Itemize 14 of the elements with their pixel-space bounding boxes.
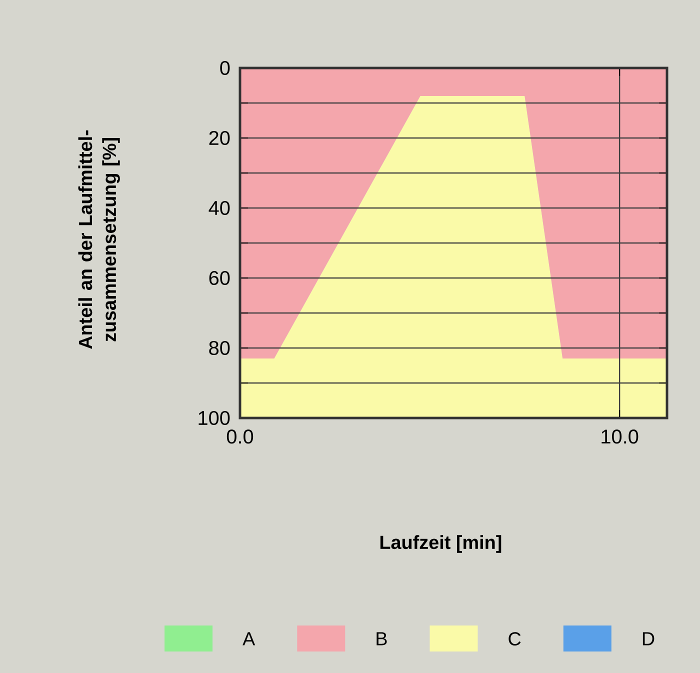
legend-label: C <box>508 632 521 646</box>
x-tick-label: 0.0 <box>226 430 254 444</box>
y-tick-label: 80 <box>209 340 230 356</box>
y-tick-label: 100 <box>198 410 230 426</box>
y-tick-label: 60 <box>209 270 230 286</box>
y-tick-label: 20 <box>209 130 230 146</box>
y-axis-title: Anteil an der Laufmittel-zusammensetzung [%] <box>78 130 120 349</box>
y-tick-label: 40 <box>208 200 230 216</box>
x-tick-label: 10.0 <box>602 430 638 444</box>
legend-label: A <box>242 632 256 646</box>
legend-label: D <box>642 632 654 646</box>
x-axis-title: Laufzeit [min] <box>380 535 502 553</box>
legend-label: B <box>376 632 387 646</box>
y-tick-label: 0 <box>220 60 230 76</box>
